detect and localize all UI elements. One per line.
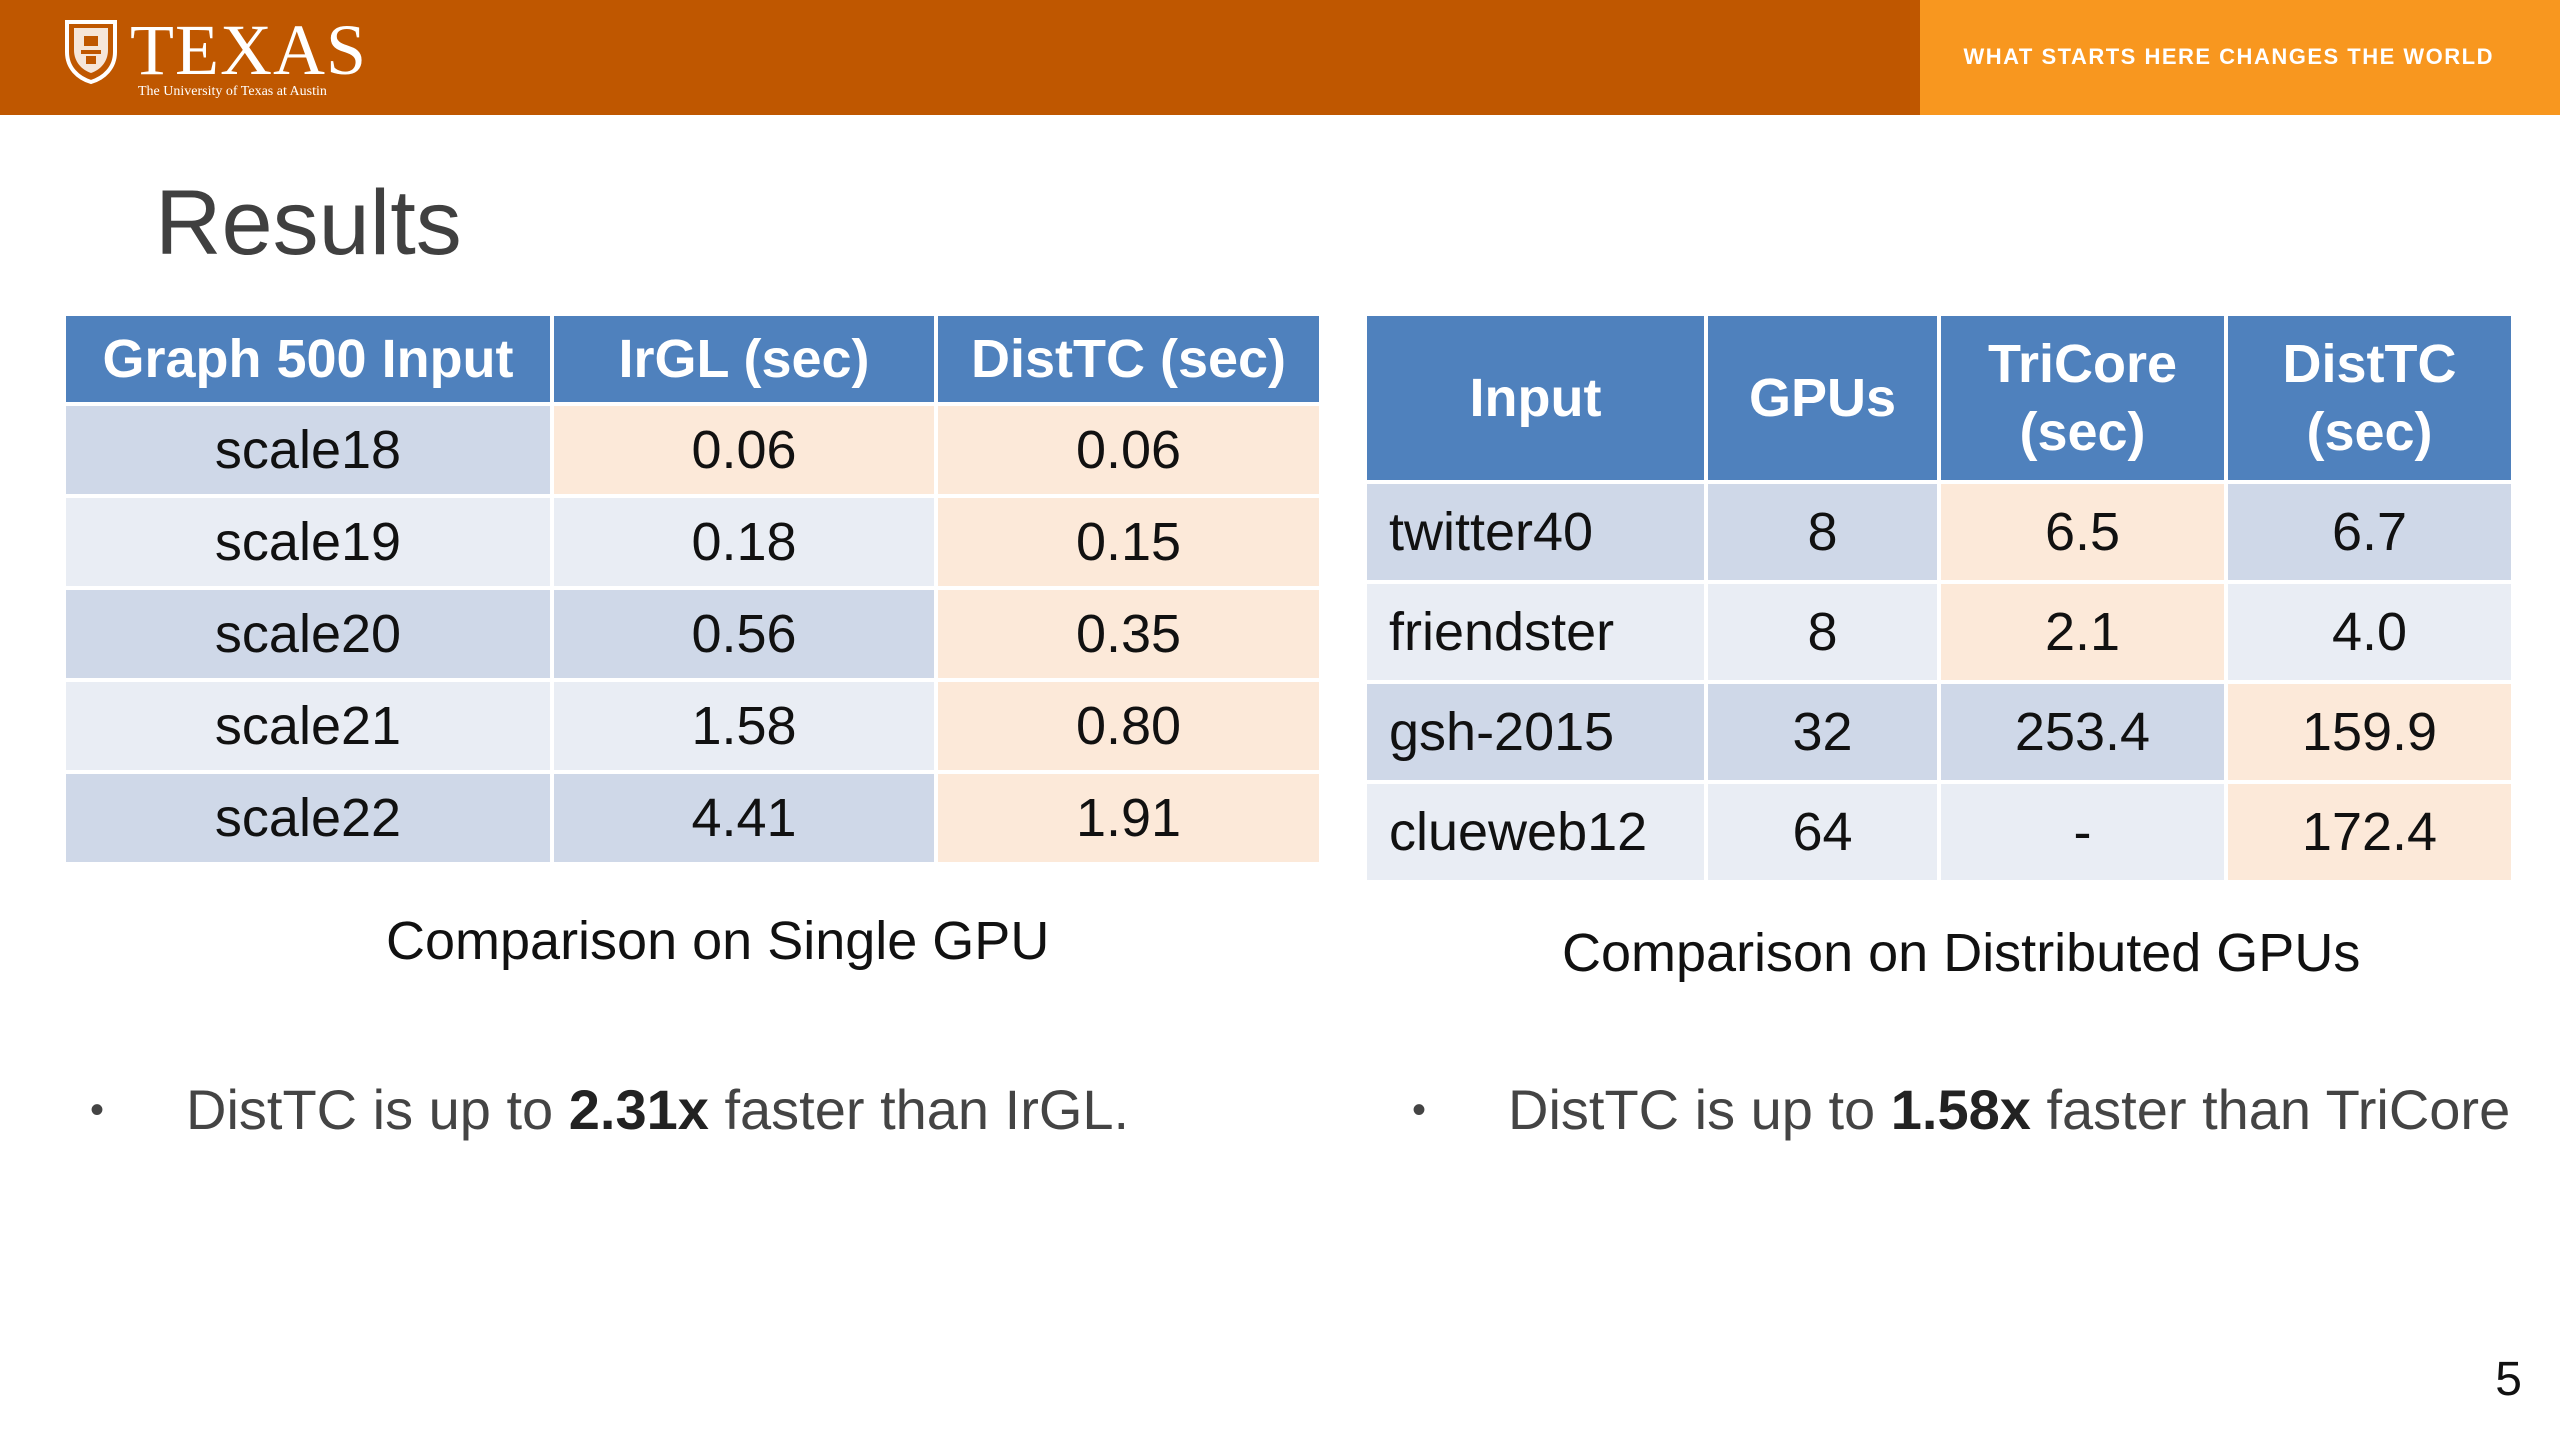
column-header: IrGL (sec)	[554, 316, 934, 402]
distributed-gpu-table: Input GPUs TriCore (sec) DistTC (sec) twit…	[1363, 312, 2515, 884]
bullet-text: DistTC is up to 1.58x faster than TriCor…	[1508, 1078, 2511, 1141]
table-row: scale22 4.41 1.91	[66, 774, 1319, 862]
table-cell: -	[1941, 784, 2224, 880]
table-cell: 8	[1708, 484, 1937, 580]
table-row: scale20 0.56 0.35	[66, 590, 1319, 678]
bullet-distributed: • DistTC is up to 1.58x faster than TriC…	[1412, 1078, 2552, 1148]
table-cell: scale20	[66, 590, 550, 678]
table-row: twitter40 8 6.5 6.7	[1367, 484, 2511, 580]
table-cell: 0.56	[554, 590, 934, 678]
table-cell: scale19	[66, 498, 550, 586]
table-cell: scale18	[66, 406, 550, 494]
table-cell: 6.7	[2228, 484, 2511, 580]
table-header-row: Graph 500 Input IrGL (sec) DistTC (sec)	[66, 316, 1319, 402]
single-gpu-table: Graph 500 Input IrGL (sec) DistTC (sec) …	[62, 312, 1323, 866]
distributed-gpu-caption: Comparison on Distributed GPUs	[1562, 923, 2361, 983]
table-cell: 0.15	[938, 498, 1319, 586]
table-cell: scale22	[66, 774, 550, 862]
ut-logo: TEXAS The University of Texas at Austin	[64, 10, 404, 104]
bullet-icon: •	[1412, 1088, 1427, 1132]
header-bar: TEXAS The University of Texas at Austin …	[0, 0, 2560, 115]
logo-wordmark: TEXAS	[130, 10, 367, 90]
table-cell: 0.80	[938, 682, 1319, 770]
table-cell: 4.0	[2228, 584, 2511, 680]
table-header-row: Input GPUs TriCore (sec) DistTC (sec)	[1367, 316, 2511, 480]
table-cell: 6.5	[1941, 484, 2224, 580]
table-cell: scale21	[66, 682, 550, 770]
column-header: Graph 500 Input	[66, 316, 550, 402]
table-cell: 2.1	[1941, 584, 2224, 680]
column-header: DistTC (sec)	[2228, 316, 2511, 480]
table-row: scale21 1.58 0.80	[66, 682, 1319, 770]
table-cell: 8	[1708, 584, 1937, 680]
bullet-single-gpu: • DistTC is up to 2.31x faster than IrGL…	[90, 1078, 1240, 1148]
shield-icon	[65, 20, 117, 84]
column-header: Input	[1367, 316, 1704, 480]
column-header: GPUs	[1708, 316, 1937, 480]
bullet-icon: •	[90, 1088, 105, 1132]
logo-subtitle: The University of Texas at Austin	[138, 84, 327, 99]
table-cell: 0.18	[554, 498, 934, 586]
table-cell: gsh-2015	[1367, 684, 1704, 780]
table-cell: 4.41	[554, 774, 934, 862]
header-tagline-panel: WHAT STARTS HERE CHANGES THE WORLD	[1920, 0, 2560, 115]
table-cell: 0.35	[938, 590, 1319, 678]
table-row: scale18 0.06 0.06	[66, 406, 1319, 494]
column-header: TriCore (sec)	[1941, 316, 2224, 480]
table-row: gsh-2015 32 253.4 159.9	[1367, 684, 2511, 780]
table-cell: clueweb12	[1367, 784, 1704, 880]
table-cell: 1.91	[938, 774, 1319, 862]
table-cell: twitter40	[1367, 484, 1704, 580]
page-number: 5	[2495, 1353, 2522, 1406]
column-header: DistTC (sec)	[938, 316, 1319, 402]
tagline: WHAT STARTS HERE CHANGES THE WORLD	[1963, 44, 2494, 69]
table-cell: 64	[1708, 784, 1937, 880]
table-cell: friendster	[1367, 584, 1704, 680]
table-cell: 0.06	[554, 406, 934, 494]
table-row: scale19 0.18 0.15	[66, 498, 1319, 586]
single-gpu-caption: Comparison on Single GPU	[386, 911, 1050, 971]
table-cell: 1.58	[554, 682, 934, 770]
table-cell: 159.9	[2228, 684, 2511, 780]
table-cell: 253.4	[1941, 684, 2224, 780]
table-row: clueweb12 64 - 172.4	[1367, 784, 2511, 880]
table-cell: 172.4	[2228, 784, 2511, 880]
table-cell: 32	[1708, 684, 1937, 780]
table-cell: 0.06	[938, 406, 1319, 494]
bullet-text: DistTC is up to 2.31x faster than IrGL.	[186, 1078, 1130, 1141]
slide-title: Results	[155, 172, 462, 274]
table-row: friendster 8 2.1 4.0	[1367, 584, 2511, 680]
